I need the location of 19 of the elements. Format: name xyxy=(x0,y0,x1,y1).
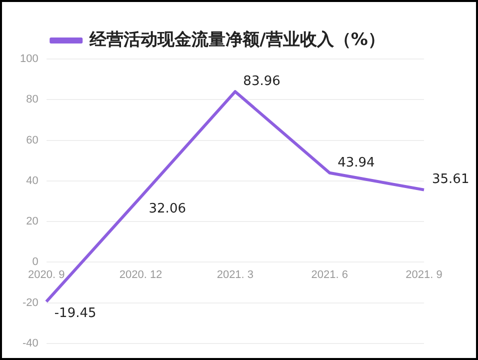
y-tick-label: 80 xyxy=(26,94,38,106)
data-label: -19.45 xyxy=(54,306,96,322)
data-label: 35.61 xyxy=(432,172,470,188)
y-tick-label: 20 xyxy=(26,216,38,228)
legend-label: 经营活动现金流量净额/营业收入（%） xyxy=(88,30,385,50)
y-tick-label: 100 xyxy=(20,53,38,66)
x-tick-label: 2020. 12 xyxy=(119,268,162,281)
x-tick-label: 2020. 9 xyxy=(28,268,65,281)
y-tick-label: -40 xyxy=(22,337,38,350)
y-tick-label: 0 xyxy=(32,256,38,268)
data-label: 83.96 xyxy=(243,74,280,89)
y-tick-label: 60 xyxy=(26,134,38,146)
x-tick-label: 2021. 9 xyxy=(406,268,442,281)
data-label: 32.06 xyxy=(148,201,186,216)
data-label: 43.94 xyxy=(338,155,375,170)
x-tick-label: 2021. 6 xyxy=(311,268,348,281)
y-tick-label: -20 xyxy=(22,296,38,309)
y-tick-label: 40 xyxy=(26,174,38,187)
x-tick-label: 2021. 3 xyxy=(216,268,254,281)
